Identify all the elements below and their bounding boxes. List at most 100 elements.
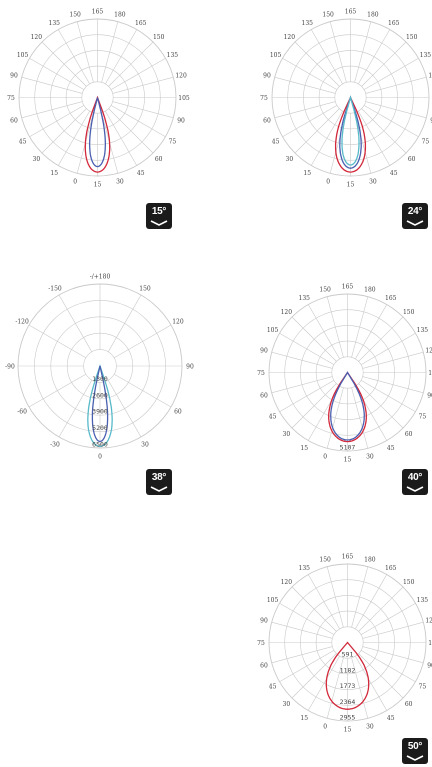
polar-grid-spoke xyxy=(362,646,424,664)
polar-grid-spoke xyxy=(105,110,138,166)
chevron-down-icon xyxy=(406,755,424,761)
beam-angle-badge-40: 40° xyxy=(402,469,428,495)
angle-tick-label: 75 xyxy=(257,370,265,377)
angle-tick-label: 120 xyxy=(281,579,293,586)
angle-tick-label: 150 xyxy=(69,11,81,18)
beam-angle-badge-15: 15° xyxy=(146,203,172,229)
angle-tick-label: 150 xyxy=(322,11,334,18)
angle-tick-label: 60 xyxy=(155,156,163,163)
polar-grid-spoke xyxy=(282,105,338,138)
polar-grid-spoke xyxy=(351,566,369,628)
angle-tick-label: 135 xyxy=(417,597,429,604)
angle-tick-label: 90 xyxy=(10,73,18,80)
angle-tick-label: 60 xyxy=(10,117,18,124)
polar-grid-spoke xyxy=(57,29,90,85)
angle-tick-label: 105 xyxy=(270,52,282,59)
polar-grid-spoke xyxy=(41,41,87,87)
polar-grid-spoke xyxy=(101,21,119,83)
angle-tick-label: 150 xyxy=(319,286,331,293)
angle-tick-label: 180 xyxy=(364,286,376,293)
angle-tick-label: 45 xyxy=(19,138,27,145)
angle-tick-label: 15 xyxy=(300,715,308,722)
chevron-down-icon xyxy=(150,486,168,492)
polar-grid-spoke xyxy=(274,76,336,94)
angle-tick-label: 60 xyxy=(260,392,268,399)
polar-grid-spoke xyxy=(310,29,343,85)
angle-tick-label: 90 xyxy=(260,618,268,625)
polar-grid-spoke xyxy=(326,387,344,449)
radial-value-label: 2600 xyxy=(92,391,108,399)
angle-tick-label: 105 xyxy=(428,370,432,377)
angle-tick-label: 150 xyxy=(153,34,165,41)
angle-tick-label: 0 xyxy=(98,454,102,461)
beam-curve-cyan xyxy=(87,363,113,448)
angle-tick-label: 165 xyxy=(385,295,397,302)
angle-tick-label: 45 xyxy=(269,683,277,690)
angle-tick-label: 105 xyxy=(267,597,279,604)
angle-tick-label: 15 xyxy=(300,445,308,452)
angle-tick-label: 75 xyxy=(419,683,427,690)
polar-grid-spoke xyxy=(105,29,138,85)
polar-grid-spoke xyxy=(351,657,369,719)
angle-tick-label: 30 xyxy=(141,441,149,448)
angle-tick-label: -30 xyxy=(50,441,60,448)
polar-grid-spoke xyxy=(112,76,174,94)
polar-grid-spoke xyxy=(358,653,404,699)
polar-grid-spoke xyxy=(271,351,333,369)
polar-grid-spoke xyxy=(28,324,86,359)
angle-tick-label: 165 xyxy=(388,20,400,27)
beam-angle-label: 15° xyxy=(151,206,167,217)
radial-value-label: 5200 xyxy=(92,424,108,432)
angle-tick-label: 105 xyxy=(17,52,29,59)
angle-tick-label: 120 xyxy=(425,348,432,355)
angle-tick-label: 75 xyxy=(419,413,427,420)
polar-grid-spoke xyxy=(355,574,388,630)
angle-tick-label: 15 xyxy=(303,170,311,177)
polar-grid-spoke xyxy=(110,57,166,90)
polar-grid-spoke xyxy=(107,294,142,352)
angle-tick-label: 120 xyxy=(425,618,432,625)
angle-tick-label: 60 xyxy=(405,431,413,438)
angle-tick-label: 30 xyxy=(283,431,291,438)
angle-tick-label: 75 xyxy=(169,138,177,145)
polar-grid-spoke xyxy=(358,110,391,166)
angle-tick-label: 75 xyxy=(260,95,268,102)
angle-tick-label: 150 xyxy=(139,286,151,293)
polar-grid-spoke xyxy=(291,316,337,362)
radial-value-label: 591 xyxy=(342,651,354,659)
radial-value-label: 5107 xyxy=(340,444,356,452)
polar-grid-spoke xyxy=(21,101,83,119)
beam-curve-red xyxy=(328,371,367,443)
angle-tick-label: 135 xyxy=(167,52,179,59)
polar-grid-spoke xyxy=(294,41,340,87)
angle-tick-label: 135 xyxy=(302,20,314,27)
angle-tick-label: 30 xyxy=(33,156,41,163)
angle-tick-label: 120 xyxy=(172,319,184,326)
angle-tick-label: 105 xyxy=(267,327,279,334)
angle-tick-label: 120 xyxy=(281,309,293,316)
angle-tick-label: -150 xyxy=(48,286,62,293)
angle-tick-label: -60 xyxy=(17,409,27,416)
angle-tick-label: 15 xyxy=(50,170,58,177)
polar-grid-spoke xyxy=(360,650,416,683)
polar-grid-spoke xyxy=(307,574,340,630)
polar-grid-spoke xyxy=(326,566,344,628)
polar-grid-spoke xyxy=(362,376,424,394)
angle-tick-label: 60 xyxy=(174,409,182,416)
angle-tick-label: 165 xyxy=(92,9,104,16)
angle-tick-label: -90 xyxy=(5,364,15,371)
polar-grid-spoke xyxy=(326,657,344,719)
angle-tick-label: 15 xyxy=(94,182,102,189)
polar-grid-spoke xyxy=(351,387,369,449)
angle-tick-label: 30 xyxy=(286,156,294,163)
polar-grid-spoke xyxy=(58,380,93,438)
polar-diagram-50: 1651801651501351201059075604530150153045… xyxy=(257,554,432,734)
angle-tick-label: 165 xyxy=(135,20,147,27)
angle-tick-label: 135 xyxy=(299,565,311,572)
beam-angle-label: 24° xyxy=(407,206,423,217)
beam-angle-badge-24: 24° xyxy=(402,203,428,229)
polar-grid-spoke xyxy=(279,602,335,635)
angle-tick-label: 180 xyxy=(364,556,376,563)
angle-tick-label: 90 xyxy=(427,662,432,669)
beam-curve-cyan xyxy=(341,95,360,166)
